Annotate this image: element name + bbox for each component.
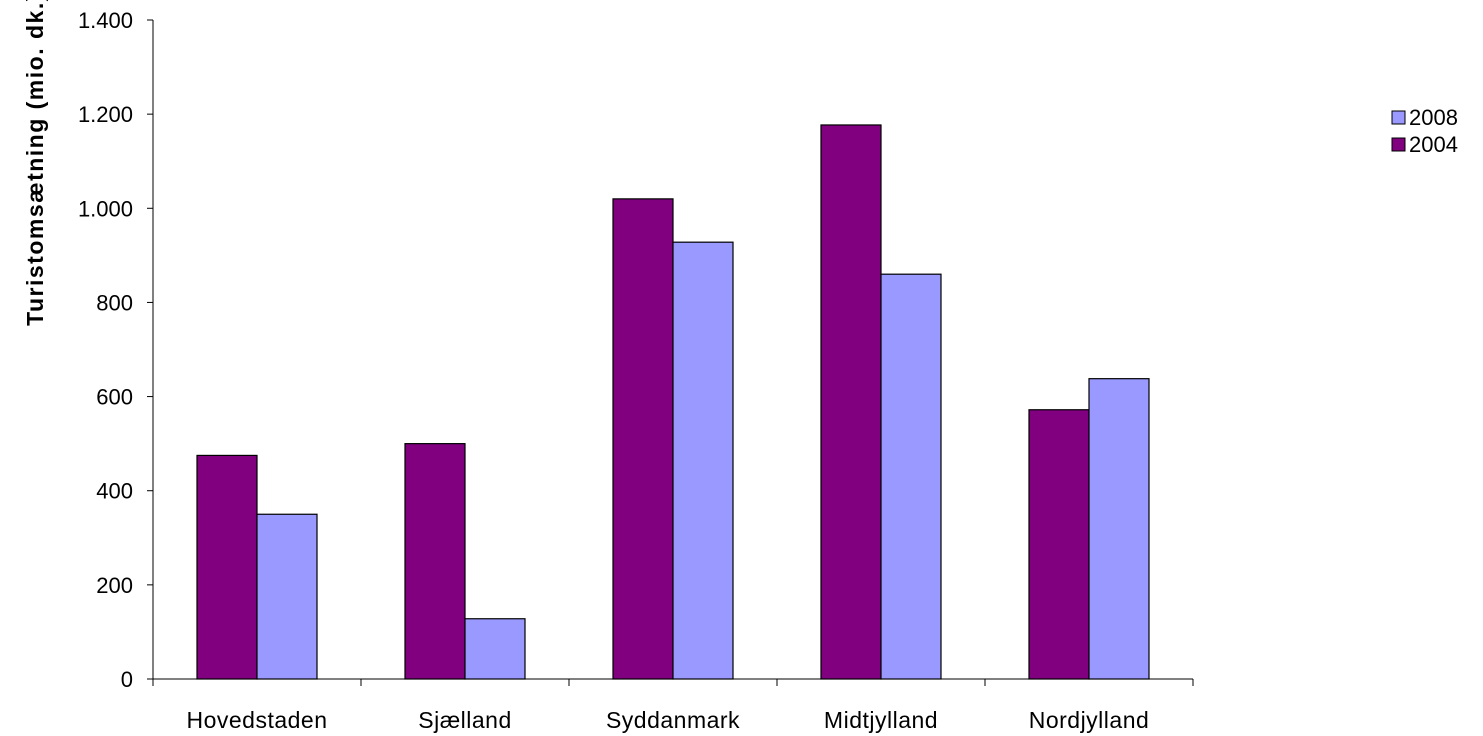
plot-area xyxy=(196,124,1150,680)
y-tick-label: 200 xyxy=(96,573,133,598)
x-category-label: Sjælland xyxy=(418,707,512,733)
y-axis-title: Turistomsætning (mio. dk.) xyxy=(22,0,48,326)
x-category-label: Nordjylland xyxy=(1029,707,1150,733)
legend-swatch-2008 xyxy=(1391,110,1406,125)
bar-2008-4 xyxy=(880,273,942,680)
bar-2004-1 xyxy=(196,454,258,680)
y-tick-label: 600 xyxy=(96,385,133,410)
x-category-label: Midtjylland xyxy=(824,707,938,733)
bar-2008-2 xyxy=(464,618,526,680)
x-axis: Hovedstaden Sjælland Syddanmark Midtjylland… xyxy=(152,678,1194,733)
bar-2008-3 xyxy=(672,241,734,680)
x-category-label: Syddanmark xyxy=(606,707,740,733)
bar-2004-2 xyxy=(404,443,466,680)
y-tick-label: 1.200 xyxy=(78,102,133,127)
x-category-label: Hovedstaden xyxy=(186,707,327,733)
y-tick-label: 0 xyxy=(121,667,133,692)
legend-label-2004: 2004 xyxy=(1409,132,1458,157)
bar-2008-1 xyxy=(256,513,318,680)
bar-2004-3 xyxy=(612,198,674,680)
y-tick-label: 400 xyxy=(96,479,133,504)
y-tick-label: 1.400 xyxy=(78,8,133,33)
y-axis: 0 200 400 600 800 1.000 1.200 1.400 xyxy=(78,8,154,692)
y-tick-label: 1.000 xyxy=(78,196,133,221)
bar-2008-5 xyxy=(1088,378,1150,680)
bar-2004-4 xyxy=(820,124,882,680)
y-tick-label: 800 xyxy=(96,290,133,315)
bar-2004-5 xyxy=(1028,409,1090,680)
legend-label-2008: 2008 xyxy=(1409,105,1458,130)
legend-swatch-2004 xyxy=(1391,137,1406,152)
